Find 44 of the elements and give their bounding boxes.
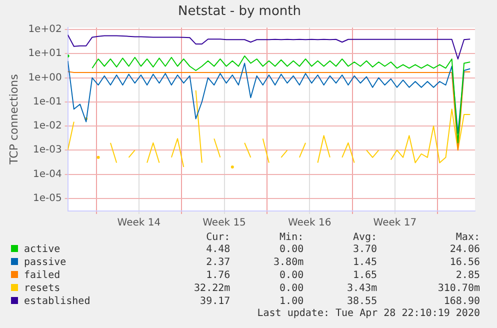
y-tick-label: 1e-03 xyxy=(32,144,62,156)
text: Last update: Tue Apr 28 22:10:19 2020 xyxy=(256,308,480,319)
y-tick-label: 1e-04 xyxy=(32,168,62,180)
y-tick-label: 1e+01 xyxy=(28,48,62,60)
text: 16.56 xyxy=(448,256,480,269)
text: 3.70 xyxy=(352,243,378,256)
text: 2.37 xyxy=(205,256,230,269)
x-tick-label: Week 15 xyxy=(202,218,246,229)
x-tick-label: Week 17 xyxy=(373,218,417,229)
y-tick-label: 1e+00 xyxy=(28,72,62,84)
chart-title: Netstat - by month xyxy=(178,4,301,20)
text: 1.76 xyxy=(205,269,230,282)
legend-label: resets xyxy=(23,282,62,295)
y-tick-label: 1e-01 xyxy=(32,96,62,108)
text: 3.43m xyxy=(346,282,378,295)
text: 0.00 xyxy=(278,269,304,282)
y-axis-title: TCP connections xyxy=(7,74,20,166)
text: 39.17 xyxy=(199,295,230,308)
x-tick-label: Week 16 xyxy=(288,218,332,229)
text: 0.00 xyxy=(278,243,304,256)
legend-label: failed xyxy=(23,269,62,282)
text: Min: xyxy=(278,232,304,243)
text: 1.00 xyxy=(278,295,304,308)
text: 1.65 xyxy=(352,269,378,282)
text: 1.45 xyxy=(352,256,378,269)
text: 38.55 xyxy=(346,295,378,308)
text: Cur: xyxy=(205,232,230,243)
legend-label: active xyxy=(23,243,62,256)
text: 32.22m xyxy=(193,282,230,295)
text: 3.80m xyxy=(272,256,304,269)
x-tick-label: Week 14 xyxy=(117,218,161,229)
text: 168.90 xyxy=(442,295,480,308)
legend-label: passive xyxy=(23,256,68,269)
y-tick-label: 1e-02 xyxy=(32,120,62,132)
text: 24.06 xyxy=(448,243,480,256)
legend-label: established xyxy=(23,295,92,308)
text: Avg: xyxy=(352,232,378,243)
text: 4.48 xyxy=(205,243,230,256)
text: 310.70m xyxy=(436,282,480,295)
text: 0.00 xyxy=(278,282,304,295)
y-tick-label: 1e+02 xyxy=(28,24,62,36)
text: 2.85 xyxy=(454,269,480,282)
text: Max: xyxy=(454,232,480,243)
y-tick-label: 1e-05 xyxy=(32,192,62,204)
